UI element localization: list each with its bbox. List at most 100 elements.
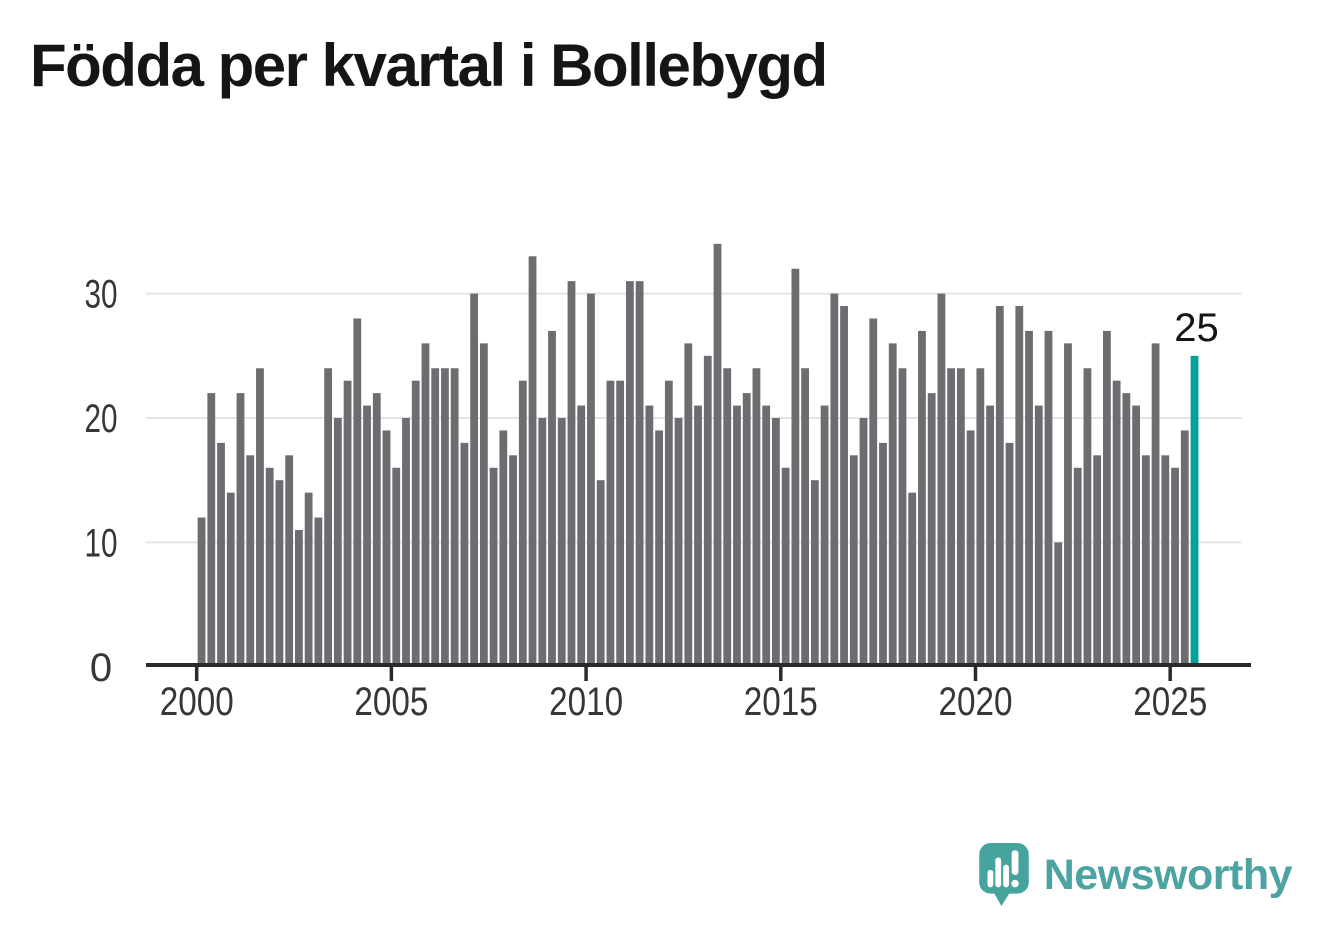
bar (304, 492, 313, 664)
bar (762, 405, 771, 664)
bar (256, 368, 264, 664)
highlighted-bar (1190, 355, 1199, 664)
bar (995, 306, 1004, 664)
bar (217, 442, 225, 664)
bar (859, 418, 868, 664)
bar (898, 368, 907, 664)
bar (1171, 467, 1179, 664)
bar (421, 343, 430, 664)
bar (830, 293, 839, 664)
bar (324, 368, 333, 664)
bar (908, 492, 917, 664)
bar (879, 442, 887, 664)
bar (1103, 330, 1111, 664)
bar (489, 467, 498, 664)
bar (333, 418, 342, 664)
newsworthy-logo-text: Newsworthy (1043, 850, 1293, 899)
bar (509, 455, 517, 664)
bar (723, 368, 732, 664)
bar (1054, 542, 1063, 664)
bar (402, 418, 410, 664)
bar (752, 368, 761, 664)
x-axis-label: 2005 (354, 680, 428, 724)
bar (1122, 393, 1131, 664)
bar (937, 293, 946, 664)
bar (538, 418, 547, 664)
bar (1093, 455, 1102, 664)
x-axis-tick (389, 667, 394, 681)
bar (1064, 343, 1072, 664)
bar (840, 306, 848, 664)
bar (1112, 380, 1121, 664)
bar (976, 368, 985, 664)
bar (733, 405, 741, 664)
bar (918, 330, 926, 664)
bar (645, 405, 654, 664)
bar (927, 393, 936, 664)
bar (1141, 455, 1150, 664)
bar (713, 243, 722, 664)
bar (1015, 306, 1024, 664)
bar (1034, 405, 1043, 664)
newsworthy-logo: Newsworthy (978, 843, 1293, 907)
x-axis-label: 2010 (549, 680, 623, 724)
bar (1161, 455, 1170, 664)
bar (791, 268, 800, 664)
bar (441, 368, 449, 664)
bar (742, 393, 751, 664)
bar (616, 380, 625, 664)
x-axis-tick (779, 667, 783, 681)
bar (1151, 343, 1160, 664)
bar (986, 405, 994, 664)
bar (956, 368, 965, 664)
bar (197, 517, 206, 664)
bar (431, 368, 440, 664)
bar (392, 467, 401, 664)
bar (606, 380, 615, 664)
bar (499, 430, 508, 664)
bar (548, 330, 556, 664)
x-axis-label: 2015 (744, 680, 818, 724)
bar (577, 405, 586, 664)
bar (518, 380, 527, 664)
bar (1180, 430, 1189, 664)
bar (411, 380, 420, 664)
bar (888, 343, 897, 664)
x-axis-label: 2020 (939, 680, 1013, 724)
bar (664, 380, 673, 664)
bar (363, 405, 371, 664)
bar (285, 455, 294, 664)
bar (655, 430, 663, 664)
bar (275, 480, 284, 664)
bar (1083, 368, 1092, 664)
bar (635, 281, 644, 664)
bar (314, 517, 323, 664)
y-axis-label: 30 (85, 273, 118, 317)
bar (226, 492, 235, 664)
bar (587, 293, 595, 664)
bar (703, 355, 712, 664)
bar (1025, 330, 1033, 664)
x-axis-tick (584, 667, 588, 681)
y-axis-label: 10 (85, 521, 118, 565)
x-axis-tick (1168, 667, 1172, 681)
bar (694, 405, 702, 664)
x-axis-label: 2025 (1133, 680, 1207, 724)
bar (625, 281, 634, 664)
bar (674, 418, 683, 664)
bar (343, 380, 352, 664)
y-axis-label: 20 (85, 397, 118, 441)
bar (966, 430, 975, 664)
bar (479, 343, 488, 664)
bar (684, 343, 693, 664)
bar (810, 480, 819, 664)
bar (557, 418, 566, 664)
bar (869, 318, 878, 664)
x-axis-line (146, 663, 1251, 667)
bar (947, 368, 956, 664)
bar (1132, 405, 1141, 664)
bar (1005, 442, 1014, 664)
bar (1044, 330, 1053, 664)
